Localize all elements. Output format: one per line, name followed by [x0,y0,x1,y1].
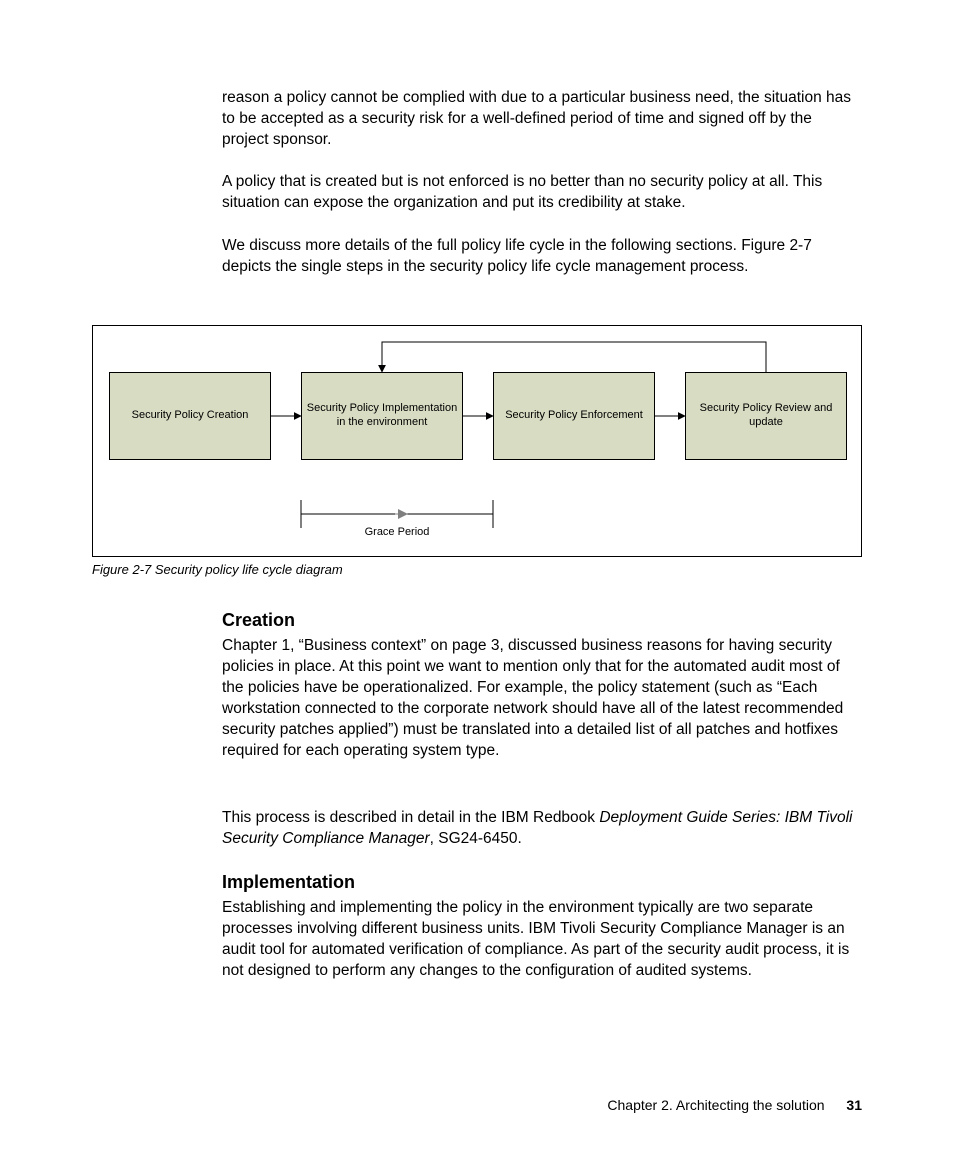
flow-node-n4: Security Policy Review and update [685,372,847,460]
page-footer: Chapter 2. Architecting the solution 31 [607,1097,862,1113]
heading-implementation: Implementation [222,872,355,893]
flow-node-n1: Security Policy Creation [109,372,271,460]
flow-node-n3: Security Policy Enforcement [493,372,655,460]
paragraph-5: This process is described in detail in t… [222,808,862,850]
heading-creation: Creation [222,610,295,631]
footer-page-number: 31 [846,1097,862,1113]
flow-node-n2: Security Policy Implementation in the en… [301,372,463,460]
p5-run-b: , SG24-6450. [430,830,522,847]
paragraph-4: Chapter 1, “Business context” on page 3,… [222,636,862,762]
figure-caption: Figure 2-7 Security policy life cycle di… [92,562,343,577]
figure-2-7: Security Policy Creation Security Policy … [92,325,862,557]
paragraph-6: Establishing and implementing the policy… [222,898,862,982]
paragraph-3: We discuss more details of the full poli… [222,236,862,278]
grace-period-label: Grace Period [301,526,493,538]
paragraph-2: A policy that is created but is not enfo… [222,172,862,214]
page: reason a policy cannot be complied with … [0,0,954,1165]
footer-chapter: Chapter 2. Architecting the solution [607,1097,824,1113]
p5-run-a: This process is described in detail in t… [222,809,599,826]
paragraph-1: reason a policy cannot be complied with … [222,88,862,151]
